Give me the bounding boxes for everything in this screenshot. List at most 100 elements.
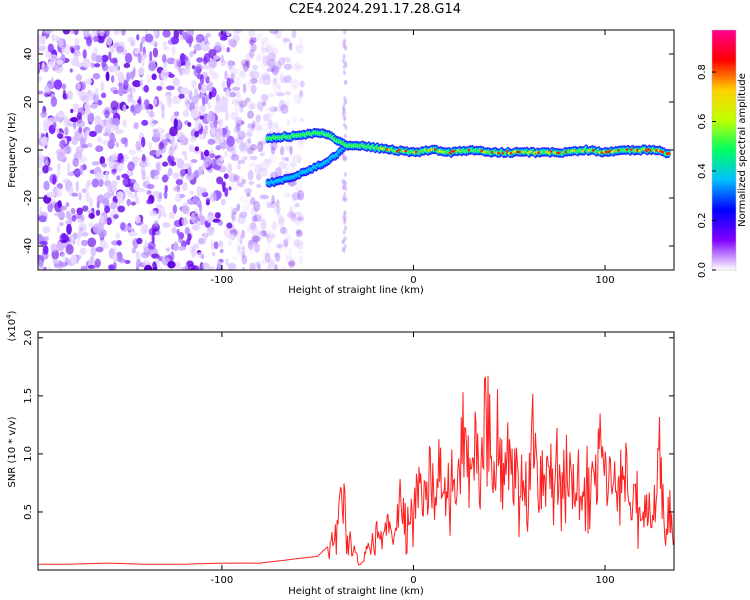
noise-speckle (104, 171, 110, 182)
noise-speckle (209, 67, 215, 76)
noise-speckle (244, 200, 251, 210)
stripe-speckle (342, 229, 346, 235)
noise-speckle (127, 36, 136, 43)
noise-speckle (231, 85, 240, 93)
noise-speckle (81, 188, 87, 194)
noise-speckle (167, 260, 176, 269)
noise-speckle (290, 204, 297, 212)
noise-speckle (120, 222, 126, 231)
stripe-speckle (344, 155, 348, 161)
noise-speckle (236, 244, 241, 252)
noise-speckle (277, 81, 281, 90)
noise-speckle (231, 97, 238, 104)
noise-speckle (172, 77, 180, 87)
y-tick-label: 20 (23, 96, 34, 109)
noise-speckle (254, 163, 262, 175)
noise-speckle (86, 142, 93, 148)
stripe-speckle (343, 210, 347, 216)
noise-speckle (265, 240, 275, 245)
noise-speckle (297, 239, 305, 249)
noise-speckle (116, 45, 124, 53)
y-tick-label: 1.0 (23, 446, 34, 462)
noise-speckle (198, 105, 206, 115)
y-tick-label: -40 (23, 238, 34, 254)
noise-speckle (123, 79, 129, 91)
noise-speckle (295, 233, 302, 238)
noise-speckle (70, 108, 74, 114)
noise-speckle (107, 139, 115, 150)
noise-speckle (60, 233, 69, 241)
snr-y-ticks: 0.5 1.0 1.5 2.0 (23, 330, 674, 520)
noise-speckle (228, 146, 237, 154)
noise-speckle (259, 152, 265, 157)
noise-speckle (47, 202, 53, 213)
noise-speckle (249, 248, 254, 255)
noise-speckle (143, 84, 149, 93)
noise-speckle (259, 167, 268, 177)
noise-speckle (77, 156, 87, 163)
noise-speckle (233, 116, 242, 122)
noise-speckle (289, 151, 296, 162)
noise-speckle (296, 64, 305, 70)
noise-speckle (231, 99, 240, 105)
noise-speckle (69, 68, 73, 73)
stripe-speckle (343, 133, 347, 139)
noise-speckle (224, 70, 228, 81)
noise-speckle (82, 205, 89, 212)
noise-speckle (66, 223, 72, 235)
noise-speckle (250, 197, 256, 206)
noise-speckle (270, 48, 279, 54)
noise-speckle (218, 240, 224, 248)
noise-speckle (130, 98, 135, 103)
stripe-speckle (343, 192, 347, 198)
noise-speckle (276, 199, 280, 208)
noise-speckle (155, 204, 163, 209)
noise-speckle (284, 252, 289, 260)
noise-speckle (252, 64, 258, 71)
noise-speckle (290, 165, 295, 175)
noise-speckle (194, 130, 200, 138)
noise-speckle (232, 207, 238, 215)
noise-speckle (270, 46, 279, 53)
noise-speckle (298, 219, 305, 224)
y-tick-label: 0.5 (23, 504, 34, 520)
noise-speckle (199, 203, 203, 214)
noise-speckle (247, 110, 255, 119)
noise-speckle (127, 161, 135, 171)
noise-speckle (294, 180, 303, 191)
stripe-speckle (343, 225, 347, 231)
noise-speckle (131, 228, 135, 233)
noise-speckle (185, 173, 194, 181)
noise-speckle (207, 138, 216, 145)
noise-speckle (237, 159, 246, 165)
noise-speckle (152, 132, 161, 138)
noise-speckle (184, 154, 188, 161)
snr-panel: -100 0 100 0.5 1.0 1.5 2.0 Height of straight… (5, 310, 675, 597)
noise-speckle (257, 212, 265, 221)
noise-speckle (283, 100, 289, 108)
noise-speckle (264, 252, 271, 263)
noise-speckle (85, 36, 93, 47)
noise-speckle (258, 76, 266, 85)
noise-speckle (207, 266, 215, 270)
noise-speckle (97, 178, 104, 188)
noise-speckle (260, 150, 265, 156)
snr-x-axis-label: Height of straight line (km) (288, 586, 424, 597)
noise-speckle (233, 124, 240, 134)
noise-speckle (261, 229, 267, 238)
noise-speckle (135, 264, 140, 270)
noise-speckle (133, 182, 140, 192)
noise-speckle (87, 264, 96, 270)
noise-speckle (248, 30, 255, 38)
noise-speckle (143, 99, 150, 107)
noise-speckle (236, 246, 245, 257)
noise-speckle (126, 198, 132, 207)
noise-speckle (287, 59, 293, 65)
noise-speckle (95, 172, 105, 180)
noise-speckle (187, 122, 192, 127)
noise-speckle (248, 102, 257, 110)
noise-speckle (175, 58, 182, 68)
colorbar-tick-label: 0.2 (697, 213, 708, 229)
noise-speckle (162, 173, 170, 181)
noise-speckle (205, 197, 211, 204)
